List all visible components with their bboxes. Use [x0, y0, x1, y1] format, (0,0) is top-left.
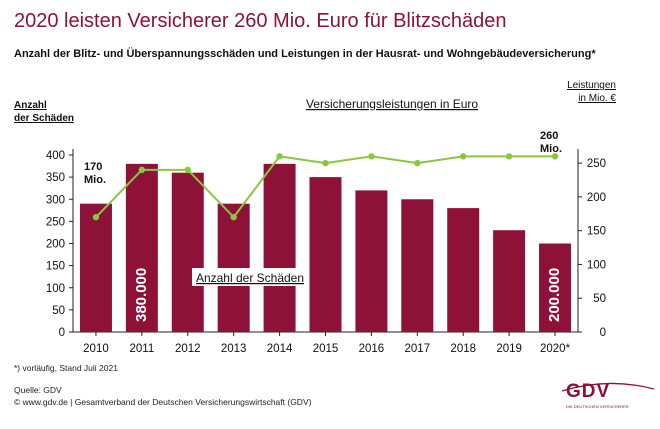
right-axis-title-line2: in Mio. €	[578, 93, 616, 104]
bar-series-label-bg	[192, 268, 308, 286]
right-tick-label: 50	[593, 293, 606, 305]
bar-2012	[171, 172, 204, 332]
combo-chart: 0 50 100 150 200 250 300 350 400 0 50 100 150 200 250 A…	[14, 80, 616, 355]
x-tick-label: 2020*	[540, 343, 571, 355]
bar-2019	[493, 230, 526, 332]
right-tick-label: 0	[600, 327, 606, 339]
right-tick-label: 100	[587, 259, 606, 271]
left-tick-label: 150	[46, 261, 65, 273]
line-point-2015	[322, 159, 329, 167]
line-2010-unit-label: Mio.	[84, 174, 106, 186]
gdv-logo: GDV DIE DEUTSCHEN VERSICHERER	[558, 381, 658, 411]
line-point-2017	[414, 159, 421, 167]
chart-title: 2020 leisten Versicherer 260 Mio. Euro f…	[14, 10, 507, 32]
bar-2013	[217, 203, 250, 332]
bar-2018	[447, 208, 480, 332]
line-point-2014	[276, 153, 283, 160]
left-tick-label: 250	[46, 216, 65, 228]
right-tick-label: 200	[587, 192, 606, 204]
x-tick-label: 2019	[496, 343, 522, 355]
x-tick-label: 2015	[313, 343, 339, 355]
bar-2017	[401, 199, 434, 332]
line-2010-value-label: 170	[84, 161, 102, 173]
bar-2014	[263, 163, 296, 332]
x-tick-label: 2017	[405, 343, 431, 355]
left-tick-label: 50	[52, 305, 65, 317]
logo-text: GDV	[566, 381, 611, 402]
line-point-2016	[368, 153, 375, 160]
logo-arc-icon	[561, 382, 655, 392]
bar-2020*	[539, 243, 572, 332]
left-tick-label: 100	[46, 283, 65, 295]
footnote: *) vorläufig, Stand Juli 2021	[14, 363, 118, 373]
web-line: © www.gdv.de | Gesamtverband der Deutsch…	[14, 397, 312, 407]
chart-subtitle: Anzahl der Blitz- und Überspannungsschäd…	[14, 48, 596, 60]
source-line: Quelle: GDV	[14, 385, 62, 395]
line-2020-unit-label: Mio.	[540, 143, 562, 155]
x-tick-label: 2012	[175, 343, 201, 355]
bar-2011	[125, 163, 158, 332]
right-tick-label: 250	[587, 158, 606, 170]
line-point-2012	[184, 166, 191, 174]
left-tick-label: 200	[46, 239, 65, 251]
right-axis-title-line1: Leistungen	[567, 80, 616, 91]
source: Quelle: GDV © www.gdv.de | Gesamtverband…	[14, 384, 311, 408]
x-tick-label: 2011	[129, 343, 154, 355]
bar-2010	[79, 203, 112, 332]
left-axis-title-line2: der Schäden	[14, 113, 74, 124]
left-tick-label: 400	[46, 150, 65, 162]
left-axis-title-line1: Anzahl	[14, 100, 47, 111]
line-point-2011	[138, 166, 146, 174]
left-tick-label: 0	[59, 327, 65, 339]
line-point-2010	[92, 213, 100, 221]
x-tick-label: 2018	[450, 343, 476, 355]
left-tick-label: 350	[46, 172, 65, 184]
line-point-2013	[230, 213, 237, 221]
left-tick-label: 300	[46, 194, 65, 206]
x-tick-label: 2010	[83, 343, 109, 355]
line-point-2018	[460, 153, 467, 160]
bar-2020-value-label: 200.000	[546, 268, 563, 322]
x-tick-label: 2014	[267, 343, 293, 355]
line-point-2019	[505, 153, 513, 160]
x-tick-label: 2016	[359, 343, 385, 355]
bar-2011-value-label: 380.000	[133, 268, 150, 322]
line-point-2020*	[551, 153, 559, 160]
line-series-label: Versicherungsleistungen in Euro	[306, 97, 478, 111]
right-tick-label: 150	[587, 226, 606, 238]
bar-series-label: Anzahl der Schäden	[196, 271, 304, 285]
bar-2016	[355, 190, 388, 332]
line-2020-value-label: 260	[540, 130, 558, 142]
bar-2015	[309, 177, 342, 332]
x-tick-label: 2013	[221, 343, 247, 355]
logo-subtext: DIE DEUTSCHEN VERSICHERER	[566, 404, 629, 409]
